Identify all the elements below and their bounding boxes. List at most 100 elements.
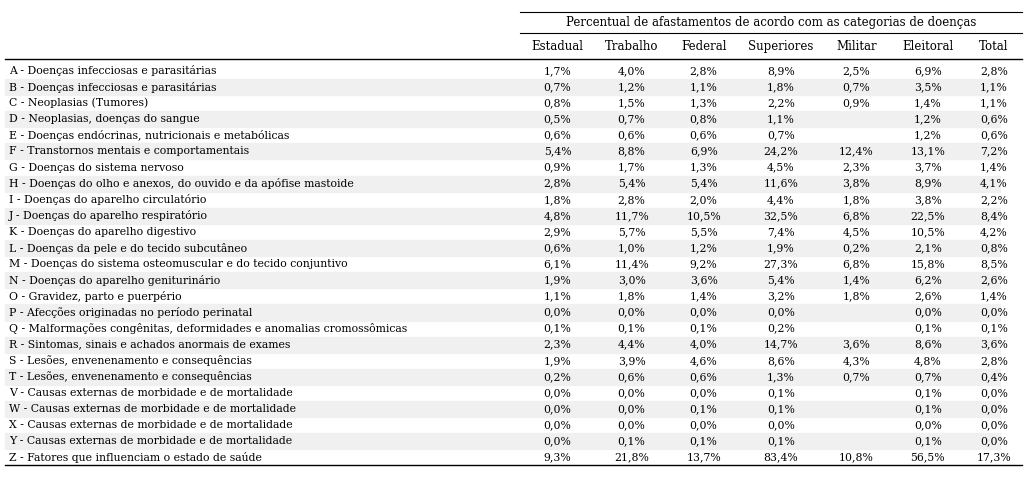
Text: 0,1%: 0,1% (767, 436, 795, 446)
Text: 0,0%: 0,0% (690, 388, 718, 398)
Text: 0,2%: 0,2% (544, 372, 571, 382)
Text: 2,8%: 2,8% (980, 356, 1008, 366)
Text: 0,7%: 0,7% (544, 82, 571, 92)
Text: 0,1%: 0,1% (617, 324, 645, 333)
Text: 0,4%: 0,4% (980, 372, 1008, 382)
Bar (5, 143, 1022, 160)
Text: O - Gravidez, parto e puerpério: O - Gravidez, parto e puerpério (9, 291, 181, 302)
Text: Percentual de afastamentos de acordo com as categorias de doenças: Percentual de afastamentos de acordo com… (566, 16, 977, 28)
Text: D - Neoplasias, doenças do sangue: D - Neoplasias, doenças do sangue (9, 114, 200, 124)
Text: 6,8%: 6,8% (843, 211, 870, 221)
Bar (5, 240, 1022, 256)
Text: E - Doenças endócrinas, nutricionais e metabólicas: E - Doenças endócrinas, nutricionais e m… (9, 130, 290, 141)
Text: C - Neoplasias (Tumores): C - Neoplasias (Tumores) (9, 98, 148, 109)
Text: 0,0%: 0,0% (980, 420, 1008, 430)
Bar (5, 111, 1022, 127)
Text: 0,2%: 0,2% (767, 324, 795, 333)
Text: 4,4%: 4,4% (767, 195, 795, 205)
Text: 0,0%: 0,0% (544, 436, 571, 446)
Text: 1,3%: 1,3% (690, 163, 718, 172)
Text: 3,0%: 3,0% (617, 275, 645, 285)
Text: 56,5%: 56,5% (910, 452, 945, 463)
Bar (5, 79, 1022, 95)
Bar (5, 433, 1022, 449)
Text: 13,1%: 13,1% (910, 146, 945, 157)
Text: F - Transtornos mentais e comportamentais: F - Transtornos mentais e comportamentai… (9, 146, 249, 157)
Text: 0,0%: 0,0% (980, 404, 1008, 414)
Text: 83,4%: 83,4% (763, 452, 798, 463)
Text: 1,1%: 1,1% (690, 82, 718, 92)
Text: 0,1%: 0,1% (767, 404, 795, 414)
Text: 1,4%: 1,4% (980, 163, 1008, 172)
Text: X - Causas externas de morbidade e de mortalidade: X - Causas externas de morbidade e de mo… (9, 420, 293, 430)
Text: Q - Malformações congênitas, deformidades e anomalias cromossômicas: Q - Malformações congênitas, deformidade… (9, 323, 408, 334)
Text: 0,7%: 0,7% (767, 130, 795, 140)
Text: 3,9%: 3,9% (617, 356, 645, 366)
Text: W - Causas externas de morbidade e de mortalidade: W - Causas externas de morbidade e de mo… (9, 404, 296, 414)
Text: 1,4%: 1,4% (690, 291, 718, 301)
Text: Federal: Federal (681, 40, 726, 53)
Text: 1,5%: 1,5% (617, 98, 645, 108)
Text: 0,0%: 0,0% (980, 388, 1008, 398)
Text: 5,4%: 5,4% (617, 179, 645, 189)
Text: 4,4%: 4,4% (617, 340, 645, 350)
Text: 4,1%: 4,1% (980, 179, 1008, 189)
Text: 1,2%: 1,2% (914, 130, 942, 140)
Text: 0,0%: 0,0% (914, 307, 942, 318)
Text: 0,1%: 0,1% (914, 436, 942, 446)
Text: 8,6%: 8,6% (767, 356, 795, 366)
Bar (5, 369, 1022, 385)
Text: 1,1%: 1,1% (544, 291, 571, 301)
Text: K - Doenças do aparelho digestivo: K - Doenças do aparelho digestivo (9, 227, 197, 237)
Text: 0,0%: 0,0% (544, 307, 571, 318)
Text: 1,8%: 1,8% (843, 291, 870, 301)
Text: 1,4%: 1,4% (914, 98, 942, 108)
Text: 0,6%: 0,6% (617, 372, 645, 382)
Text: 0,1%: 0,1% (980, 324, 1008, 333)
Text: 0,0%: 0,0% (767, 307, 795, 318)
Text: 24,2%: 24,2% (763, 146, 798, 157)
Text: 10,5%: 10,5% (910, 227, 945, 237)
Text: 3,8%: 3,8% (843, 179, 870, 189)
Text: 4,5%: 4,5% (843, 227, 870, 237)
Text: 7,2%: 7,2% (980, 146, 1008, 157)
Text: 1,2%: 1,2% (690, 243, 718, 253)
Bar (5, 304, 1022, 321)
Text: H - Doenças do olho e anexos, do ouvido e da apófise mastoide: H - Doenças do olho e anexos, do ouvido … (9, 178, 353, 189)
Text: 0,8%: 0,8% (690, 114, 718, 124)
Text: 0,0%: 0,0% (617, 420, 645, 430)
Text: Superiores: Superiores (749, 40, 813, 53)
Text: 0,6%: 0,6% (690, 130, 718, 140)
Text: 0,6%: 0,6% (980, 130, 1008, 140)
Bar (5, 401, 1022, 417)
Text: R - Sintomas, sinais e achados anormais de exames: R - Sintomas, sinais e achados anormais … (9, 340, 291, 350)
Text: G - Doenças do sistema nervoso: G - Doenças do sistema nervoso (9, 163, 183, 172)
Text: 1,1%: 1,1% (980, 98, 1008, 108)
Text: 0,6%: 0,6% (617, 130, 645, 140)
Text: 0,9%: 0,9% (843, 98, 870, 108)
Text: 6,9%: 6,9% (690, 146, 718, 157)
Text: 5,4%: 5,4% (767, 275, 795, 285)
Text: 8,8%: 8,8% (617, 146, 645, 157)
Text: 0,6%: 0,6% (544, 130, 571, 140)
Text: 1,2%: 1,2% (914, 114, 942, 124)
Text: 1,0%: 1,0% (617, 243, 645, 253)
Text: 32,5%: 32,5% (763, 211, 798, 221)
Text: 2,8%: 2,8% (544, 179, 571, 189)
Text: 2,9%: 2,9% (544, 227, 571, 237)
Text: 11,7%: 11,7% (614, 211, 649, 221)
Text: 0,0%: 0,0% (690, 307, 718, 318)
Text: 0,1%: 0,1% (690, 324, 718, 333)
Text: 3,6%: 3,6% (690, 275, 718, 285)
Text: 0,1%: 0,1% (914, 388, 942, 398)
Text: 1,7%: 1,7% (544, 66, 571, 76)
Text: Trabalho: Trabalho (605, 40, 658, 53)
Text: 0,9%: 0,9% (544, 163, 571, 172)
Text: 1,9%: 1,9% (544, 275, 571, 285)
Text: 0,0%: 0,0% (980, 436, 1008, 446)
Text: 10,5%: 10,5% (686, 211, 721, 221)
Bar (5, 272, 1022, 288)
Text: 1,1%: 1,1% (767, 114, 795, 124)
Text: 2,6%: 2,6% (980, 275, 1008, 285)
Text: 1,2%: 1,2% (617, 82, 645, 92)
